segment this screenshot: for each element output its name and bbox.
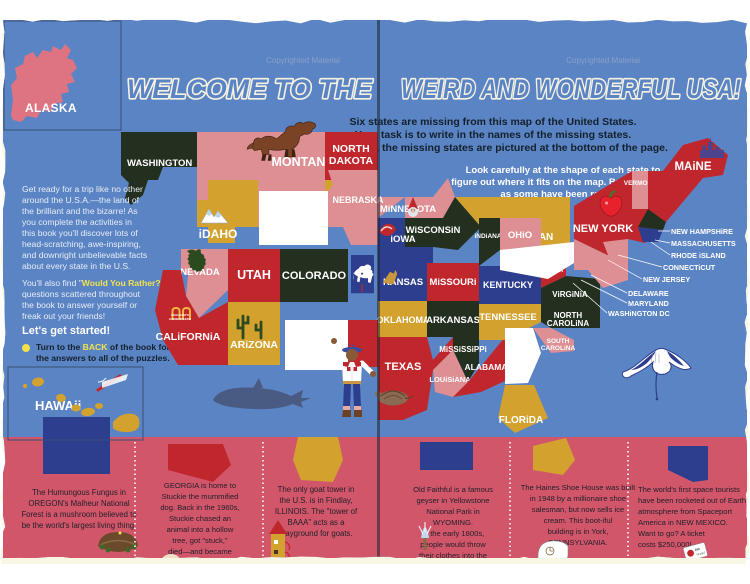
svg-text:The world's first space touris: The world's first space tourists	[638, 485, 740, 494]
svg-text:DELAWARE: DELAWARE	[628, 289, 669, 298]
svg-text:their clothes into the: their clothes into the	[419, 551, 487, 558]
svg-text:building is in York,: building is in York,	[548, 527, 609, 536]
svg-text:died—and became: died—and became	[168, 547, 232, 556]
svg-text:Copyrighted Material: Copyrighted Material	[566, 56, 640, 65]
svg-text:GEORGIA is home to: GEORGIA is home to	[164, 481, 236, 490]
svg-text:and downright unbelievable fac: and downright unbelievable facts	[22, 250, 147, 260]
svg-text:DAKOTA: DAKOTA	[329, 155, 374, 167]
svg-text:FLORiDA: FLORiDA	[499, 415, 543, 426]
svg-text:ARKANSAS: ARKANSAS	[426, 315, 480, 326]
svg-text:in 1948 by a millionaire shoe: in 1948 by a millionaire shoe	[530, 494, 626, 503]
svg-text:ALASKA: ALASKA	[25, 101, 77, 115]
svg-text:ARiZONA: ARiZONA	[230, 339, 278, 351]
svg-text:MASSACHUSETTS: MASSACHUSETTS	[671, 239, 736, 248]
svg-text:NEW HAMPSHiRE: NEW HAMPSHiRE	[671, 227, 733, 236]
svg-text:costs $250,000!: costs $250,000!	[638, 540, 692, 549]
svg-text:BAAA" acts as a: BAAA" acts as a	[288, 518, 346, 527]
svg-text:tree, got "stuck,": tree, got "stuck,"	[172, 536, 227, 545]
svg-text:MAiNE: MAiNE	[674, 161, 711, 173]
svg-text:OREGON's Malheur National: OREGON's Malheur National	[28, 499, 129, 508]
svg-text:Six states are missing from th: Six states are missing from this map of …	[349, 116, 636, 128]
svg-text:TENNESSEE: TENNESSEE	[479, 312, 537, 323]
svg-text:Copyrighted Material: Copyrighted Material	[266, 56, 340, 65]
svg-text:dog. Back in the 1960s,: dog. Back in the 1960s,	[160, 503, 239, 512]
svg-text:National Park in: National Park in	[426, 507, 480, 516]
svg-text:animal into a hollow: animal into a hollow	[167, 525, 234, 534]
svg-text:WASHINGTON: WASHINGTON	[127, 158, 192, 169]
svg-text:TEXAS: TEXAS	[385, 361, 422, 373]
svg-text:Stuckie the mummified: Stuckie the mummified	[162, 492, 239, 501]
svg-text:Forest is a mushroom believed: Forest is a mushroom believed to	[21, 510, 137, 519]
svg-text:be the world's largest living: be the world's largest living thing.	[22, 521, 137, 530]
svg-text:CALiFORNiA: CALiFORNiA	[156, 331, 221, 343]
svg-text:Your task is to write in the n: Your task is to write in the names of th…	[355, 129, 631, 141]
svg-text:you complete the activities in: you complete the activities in	[22, 217, 132, 227]
svg-text:America in NEW MEXICO.: America in NEW MEXICO.	[638, 518, 728, 527]
svg-text:WEIRD AND WONDERFUL USA!: WEIRD AND WONDERFUL USA!	[401, 74, 741, 104]
svg-text:HAMBURGERS: HAMBURGERS	[169, 317, 191, 321]
svg-text:WYOMING.: WYOMING.	[433, 518, 473, 527]
svg-text:CONNECTiCUT: CONNECTiCUT	[663, 263, 716, 272]
svg-text:NORTH: NORTH	[332, 143, 369, 155]
svg-text:Let's get started!: Let's get started!	[22, 325, 110, 337]
svg-text:CAROLiNA: CAROLiNA	[547, 319, 589, 328]
svg-text:CAROLiNA: CAROLiNA	[541, 345, 576, 352]
svg-text:people would throw: people would throw	[420, 540, 486, 549]
svg-text:RHODE iSLAND: RHODE iSLAND	[671, 251, 726, 260]
svg-text:Want to go? A ticket: Want to go? A ticket	[638, 529, 706, 538]
svg-text:The only goat tower in: The only goat tower in	[278, 485, 355, 494]
svg-text:iNDiANA: iNDiANA	[474, 233, 501, 240]
svg-text:salesman, but now sells ice: salesman, but now sells ice	[532, 505, 624, 514]
svg-text:ALABAMA: ALABAMA	[465, 362, 508, 372]
svg-text:SOUTH: SOUTH	[547, 338, 570, 345]
svg-text:geyser in Yellowstone: geyser in Yellowstone	[416, 496, 489, 505]
svg-text:MiSSiSSiPPi: MiSSiSSiPPi	[439, 345, 487, 354]
svg-text:OKLAHOMA: OKLAHOMA	[377, 315, 430, 325]
svg-text:MARYLAND: MARYLAND	[628, 299, 669, 308]
svg-text:LOUiSiANA: LOUiSiANA	[429, 375, 471, 384]
svg-text:cream. This boot-iful: cream. This boot-iful	[544, 516, 613, 525]
svg-text:The Humungous Fungus in: The Humungous Fungus in	[32, 488, 126, 497]
svg-text:this book you'll discover lots: this book you'll discover lots of	[22, 228, 138, 238]
svg-text:Get ready for a trip like no o: Get ready for a trip like no other	[22, 184, 143, 194]
svg-text:Turn to the BACK of the book f: Turn to the BACK of the book for	[36, 342, 171, 352]
svg-text:Stuckie chased an: Stuckie chased an	[169, 514, 231, 523]
svg-text:KENTUCKY: KENTUCKY	[483, 280, 533, 290]
svg-text:atmosphere from Spaceport: atmosphere from Spaceport	[638, 507, 733, 516]
svg-text:Old Faithful is a famous: Old Faithful is a famous	[413, 485, 493, 494]
svg-text:NEW JERSEY: NEW JERSEY	[643, 275, 690, 284]
svg-text:UTAH: UTAH	[237, 268, 271, 282]
svg-text:NEW YORK: NEW YORK	[573, 223, 633, 235]
svg-text:the book to answer yourself or: the book to answer yourself or	[22, 300, 137, 310]
svg-text:the U.S. is in Findlay,: the U.S. is in Findlay,	[279, 496, 352, 505]
svg-text:COLORADO: COLORADO	[282, 270, 347, 282]
svg-text:OHiO: OHiO	[508, 230, 532, 241]
svg-text:You'll also find "Would You Ra: You'll also find "Would You Rather?"	[22, 278, 164, 288]
svg-text:iDAHO: iDAHO	[199, 227, 238, 241]
svg-text:ILLINOIS. The "tower of: ILLINOIS. The "tower of	[275, 507, 358, 516]
svg-text:the answers to all of the puzz: the answers to all of the puzzles.	[36, 353, 170, 363]
svg-text:questions scattered throughout: questions scattered throughout	[22, 289, 141, 299]
svg-text:WELCOME TO THE: WELCOME TO THE	[127, 74, 373, 104]
svg-text:iOWA: iOWA	[390, 234, 415, 245]
svg-text:WASHiNGTON DC: WASHiNGTON DC	[608, 309, 670, 318]
svg-text:freak out your friends!: freak out your friends!	[22, 311, 105, 321]
svg-text:MiNNESOTA: MiNNESOTA	[380, 204, 436, 215]
svg-text:the brilliant and the bizarre!: the brilliant and the bizarre! As	[22, 206, 138, 216]
svg-text:about every state in the U.S.: about every state in the U.S.	[22, 261, 130, 271]
svg-text:have been rocketed out of Eart: have been rocketed out of Earth's	[638, 496, 747, 505]
svg-text:The Haines Shoe House was buil: The Haines Shoe House was built	[521, 483, 636, 492]
svg-text:head-scratching, awe-inspiring: head-scratching, awe-inspiring,	[22, 239, 141, 249]
svg-text:around the U.S.A.—the land of: around the U.S.A.—the land of	[22, 195, 140, 205]
svg-text:In the early 1800s,: In the early 1800s,	[422, 529, 484, 538]
svg-text:MiSSOURi: MiSSOURi	[430, 277, 477, 288]
svg-text:playground for goats.: playground for goats.	[279, 529, 352, 538]
